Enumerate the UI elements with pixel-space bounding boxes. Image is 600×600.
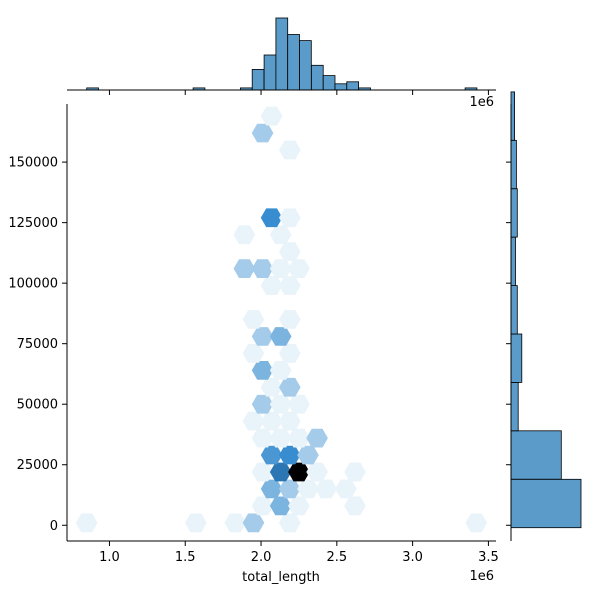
hexbin-cell [288,496,310,516]
y-histogram-bar [510,236,516,286]
hexbin-cell [279,310,301,329]
hexbin-cell [251,394,274,414]
hexbin-cell [269,428,292,448]
hexbin-cell [260,276,283,295]
y-histogram-bar [510,285,518,335]
x-histogram-bar [322,75,336,91]
y-marginal-histogram [510,91,582,529]
hexbin-cell [269,394,292,414]
hexbin-cell [269,496,292,516]
x-tick-label: 1.5 [175,550,196,565]
hexbin-cell [260,411,283,431]
hexbin-cell [279,479,301,499]
hexbin-cell [269,259,292,278]
y-histogram-bar [510,430,562,480]
hexbin-cell [335,479,357,499]
hexbin-cell [306,428,328,448]
hexbin-cell [251,327,274,346]
x-histogram-bar [346,81,359,91]
x-histogram-bar [334,83,348,91]
x-histogram-bar [299,40,312,91]
hexbin-cell [279,276,301,295]
hexbin-cell [251,462,274,482]
hexbin-cell [251,259,274,278]
hexbin-cell [279,242,301,261]
x-offset-text: 1e6 [469,569,494,584]
hexbin-cell [251,428,274,448]
y-tick-label: 50000 [17,398,58,413]
hexbin-cell [279,377,301,397]
y-histogram-bar [510,91,515,141]
y-histogram-bar [510,333,523,383]
axes: 1.0 1.5 2.0 2.5 3.0 3.5 0 25000 50000 75000 100000… [8,89,512,565]
hexbin-cell [279,445,301,465]
x-tick-label: 3.0 [402,550,423,565]
hexbin-cell [224,513,247,533]
hexbin-cell [297,479,319,499]
hexbin-cell [279,344,301,363]
hexbin-cell [260,106,283,126]
hexbin-cell [288,259,310,278]
y-tick-label: 25000 [17,458,58,473]
hexbin-cell [288,462,310,482]
hexbin-cell [279,140,301,160]
hexbin-cell [279,513,301,533]
x-marginal-histogram [86,17,478,91]
hexbin-cell [260,479,283,499]
y-histogram-bar [510,381,519,432]
x-tick-label: 3.5 [478,550,499,565]
hexbin-cell [251,361,274,380]
y-histogram-bar [510,478,582,529]
hexbin-cell [344,496,366,516]
hexbin-cell [279,208,301,228]
y-tick-label: 125000 [8,216,58,231]
x-tick-label: 2.0 [251,550,272,565]
hexbin-cell [260,445,283,465]
hexbin-cell [233,225,256,245]
hexbin-cell [297,445,319,465]
hexbin-layer [75,106,488,533]
hexbin-cell [242,513,265,533]
hexbin-cell [242,344,265,363]
x-histogram-bar [263,54,277,91]
top-offset-text: 1e6 [469,95,494,110]
hexbin-cell [233,259,256,278]
hexbin-cell [269,327,292,346]
hexbin-cell [279,411,301,431]
y-histogram-bar [510,188,518,238]
y-tick-label: 150000 [8,156,58,171]
y-histogram-bar [510,139,517,190]
x-histogram-bar [310,64,324,91]
hexbin-cell [260,377,283,397]
y-tick-label: 75000 [17,337,58,352]
x-tick-label: 1.0 [99,550,120,565]
hexbin-cell [260,208,283,228]
hexbin-cell [269,225,292,245]
hexbin-cell [315,479,337,499]
hexbin-cell [242,411,265,431]
hexbin-cell [288,394,310,414]
hexbin-cell [465,513,488,533]
hexbin-cell [242,310,265,329]
hexbin-cell [269,462,292,482]
x-histogram-bar [287,34,300,91]
hexbin-cell [306,462,328,482]
hexbin-cell [288,428,310,448]
hexbin-cell [75,513,98,533]
hexbin-cell [251,123,274,143]
hexbin-cell [269,361,292,380]
hexbin-cell [251,496,274,516]
hexbin-cell [185,513,207,533]
hexbin-cell [344,462,366,482]
x-histogram-bar [275,17,289,91]
x-tick-label: 2.5 [326,550,347,565]
y-tick-label: 100000 [8,277,58,292]
y-tick-label: 0 [50,519,58,534]
x-histogram-bar [251,69,265,91]
x-axis-label: total_length [242,570,320,585]
